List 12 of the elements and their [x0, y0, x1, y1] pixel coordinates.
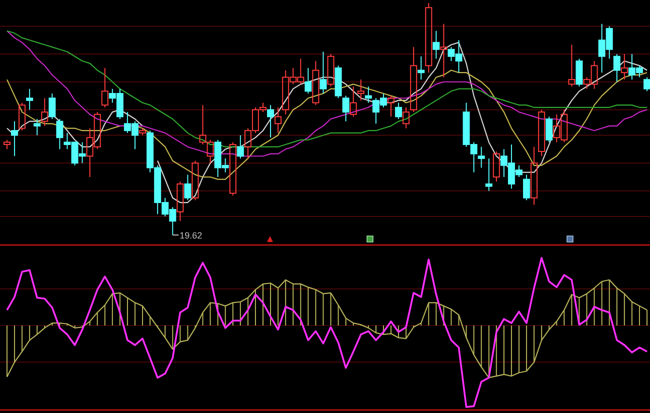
candlestick — [620, 54, 628, 80]
candlestick — [11, 120, 18, 157]
candlestick — [432, 30, 440, 60]
candlestick — [357, 79, 364, 101]
candlestick — [418, 56, 425, 80]
annotation: 19.62 — [180, 230, 202, 240]
candlestick — [478, 146, 485, 168]
candlestick — [364, 86, 372, 104]
candlestick — [530, 146, 538, 206]
candlestick — [26, 88, 34, 110]
candlestick — [440, 23, 448, 78]
candlestick — [274, 106, 282, 134]
